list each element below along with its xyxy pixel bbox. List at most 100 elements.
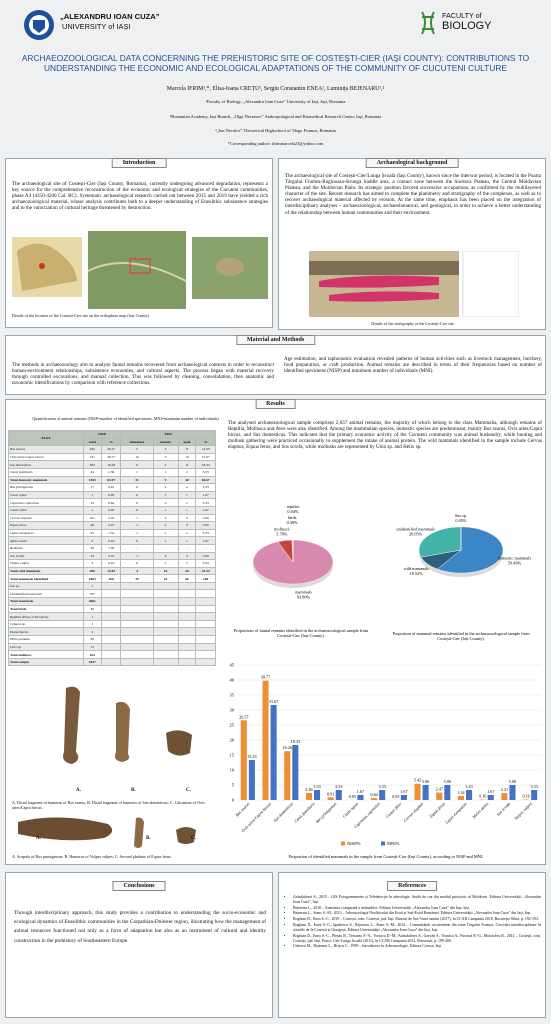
- table-cell: 2837: [82, 657, 102, 667]
- table-cell: [120, 581, 154, 591]
- table-row: Equus ferus 46 2.47 1 2 3 5.00: [8, 521, 216, 530]
- table-cell: [120, 619, 154, 629]
- table-cell: 3: [152, 452, 179, 462]
- table-cell: 16.26: [100, 460, 122, 469]
- table-row: Planorbarius 2: [8, 627, 216, 637]
- table-cell: [120, 597, 154, 606]
- bar: [436, 792, 443, 800]
- table-cell: 13.33: [195, 445, 216, 454]
- table-cell: Sus sp.: [8, 581, 84, 591]
- table-cell: 12: [82, 498, 102, 507]
- bar-value-label: 0.05: [392, 794, 399, 799]
- table-cell: [195, 650, 216, 659]
- pie-slice: [437, 526, 504, 574]
- table-cell: 0: [120, 536, 154, 545]
- table-cell: 4: [120, 566, 154, 576]
- table-cell: 0: [120, 505, 154, 515]
- table-cell: 1: [177, 490, 197, 500]
- table-cell: 40: [177, 475, 197, 485]
- table-cell: [120, 627, 154, 637]
- table-cell: [152, 650, 179, 659]
- bar: [240, 720, 247, 800]
- y-tick-label: 0: [232, 798, 235, 803]
- pie-label: wild mammals: [404, 566, 430, 571]
- bar: [531, 790, 538, 800]
- table-cell: Capreolus capreolus: [8, 498, 84, 507]
- bar: [314, 790, 321, 800]
- bar-value-label: 3.33: [335, 784, 342, 789]
- affiliation: *Corresponding author: ifrimmarcela23@ya…: [227, 141, 324, 146]
- table-row: Total molluscs 164: [8, 650, 216, 659]
- section-heading: Conclusions: [112, 881, 166, 891]
- table-row: Cepaea sp. 1: [8, 619, 216, 629]
- table-cell: 1: [120, 551, 154, 561]
- table-cell: 26.57: [100, 445, 122, 454]
- table-cell: 66.67: [195, 475, 216, 485]
- table-cell: 3: [177, 513, 197, 523]
- table-cell: 15.03: [100, 566, 122, 576]
- pie-label: mammals: [295, 589, 312, 594]
- methods-text: Age estimation, and taphonomic evaluatio…: [284, 356, 542, 375]
- figure-label: A.: [36, 836, 41, 841]
- table-cell: 19: [177, 452, 197, 462]
- table-cell: [120, 642, 154, 652]
- figure-caption: Details of the location of the Costești-…: [12, 313, 151, 318]
- bar-value-label: 3.33: [465, 784, 472, 789]
- table-cell: 2: [152, 483, 179, 492]
- table-cell: [152, 597, 179, 606]
- bar: [501, 793, 508, 800]
- table-row: Cervus elaphus 101 5.42 1 2 3 5.00: [8, 513, 216, 523]
- table-cell: 72: [82, 642, 102, 652]
- pie-value-label: 93.80%: [297, 594, 311, 599]
- table-cell: [195, 597, 216, 606]
- pie-label: molluscs: [274, 527, 290, 532]
- bar-value-label: 18.33: [291, 739, 300, 744]
- bar: [444, 785, 451, 800]
- bar-value-label: 0.64: [370, 792, 378, 797]
- background-section: Archaeological background The archaeolog…: [278, 158, 546, 330]
- table-cell: Castor fiber: [8, 505, 84, 515]
- table-cell: 2661: [82, 597, 102, 606]
- table-cell: [152, 635, 179, 644]
- pie-value-label: 59.49%: [508, 561, 522, 566]
- table-cell: [100, 619, 122, 629]
- table-cell: 1.34: [100, 528, 122, 538]
- stratigraphy-image: [309, 251, 519, 317]
- affiliation: ²Romanian Academy, Iași Branch, „Olga Ne…: [169, 114, 382, 119]
- pie-label: birds: [288, 515, 297, 520]
- table-cell: 164: [82, 650, 102, 659]
- reference: Boghian D., Enea S.-C., Pîrnău R., Tenca…: [293, 934, 541, 943]
- table-cell: [100, 581, 122, 591]
- table-cell: 89: [82, 635, 102, 644]
- bar: [509, 785, 516, 800]
- table-cell: 1.67: [195, 536, 216, 545]
- table-cell: [152, 657, 179, 667]
- table-cell: Cervus elaphus: [8, 513, 84, 523]
- bar: [422, 785, 429, 800]
- bar: [379, 790, 386, 800]
- column-header: total: [82, 437, 102, 447]
- table-cell: 1583: [82, 475, 102, 485]
- table-cell: 8: [177, 445, 197, 454]
- pie-value-label: 0.05%: [455, 518, 467, 523]
- table-cell: 0.16: [100, 536, 122, 545]
- legend-swatch: [341, 841, 345, 846]
- table-cell: [177, 589, 197, 599]
- x-tick-label: Bos primigenius: [315, 801, 338, 824]
- table-cell: 1: [120, 528, 154, 538]
- table-cell: [120, 612, 154, 621]
- bar-value-label: 16.26: [283, 745, 292, 750]
- table-cell: Total molluscs: [8, 650, 84, 659]
- bar: [335, 790, 342, 800]
- table-cell: 1: [82, 619, 102, 629]
- bar-value-label: 2.47: [436, 787, 443, 792]
- column-header: mature: [152, 437, 179, 447]
- table-cell: Total wild mammals: [8, 566, 84, 576]
- bar-value-label: 1.67: [487, 789, 494, 794]
- table-cell: 9: [152, 475, 179, 485]
- table-row: Sus sp. 1: [8, 581, 216, 591]
- table-cell: Unio sp.: [8, 642, 84, 652]
- table-cell: 25: [82, 528, 102, 538]
- table-row: Bos taurus 495 26.57 5 3 8 13.33: [8, 445, 216, 454]
